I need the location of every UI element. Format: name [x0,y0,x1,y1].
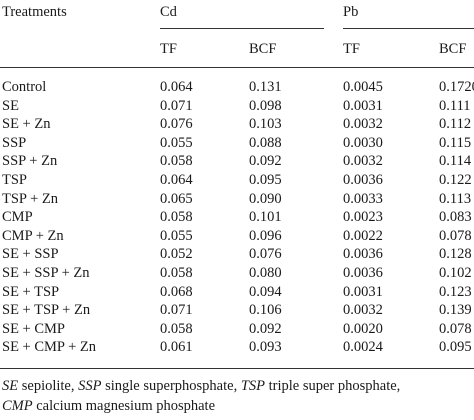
cell-treatment: SSP + Zn [2,153,58,170]
cell-cd-tf: 0.064 [160,79,193,95]
header-treatments: Treatments [2,4,67,20]
cell-treatment: SE + CMP + Zn [2,339,96,356]
footnote-line-2: CMP calcium magnesium phosphate [2,396,474,416]
cell-pb-tf: 0.0022 [343,227,383,244]
cell-cd-bcf: 0.080 [249,265,282,281]
cell-pb-tf: 0.0031 [343,283,383,300]
footnote: SE sepiolite, SSP single superphosphate,… [2,376,474,416]
cell-cd-bcf: 0.095 [249,172,282,188]
footnote-definition: single superphosphate, [101,378,241,394]
cell-cd-bcf: 0.096 [249,227,282,244]
cell-cd-tf: 0.061 [160,339,193,356]
cell-cd-tf: 0.058 [160,209,193,226]
cell-cd-bcf: 0.098 [249,97,282,114]
cell-treatment: TSP [2,172,27,188]
group-rule-pb [343,28,474,29]
footnote-abbreviation: SSP [78,378,102,394]
cell-pb-bcf: 0.1720 [439,79,474,95]
cell-pb-tf: 0.0036 [343,265,383,281]
cell-cd-tf: 0.055 [160,227,193,244]
cell-cd-tf: 0.058 [160,265,193,281]
header-group-cd: Cd [160,4,177,20]
cell-pb-bcf: 0.112 [439,116,472,133]
cell-cd-tf: 0.055 [160,134,193,151]
cell-pb-tf: 0.0032 [343,153,383,170]
cell-treatment: SE + Zn [2,116,51,133]
cell-pb-bcf: 0.102 [439,265,472,281]
cell-pb-bcf: 0.128 [439,246,472,263]
cell-treatment: SE + SSP + Zn [2,265,90,281]
cell-pb-tf: 0.0023 [343,209,383,226]
cell-pb-tf: 0.0020 [343,320,383,337]
cell-treatment: TSP + Zn [2,190,58,207]
cell-cd-tf: 0.065 [160,190,193,207]
cell-cd-bcf: 0.106 [249,302,282,319]
header-cd-tf: TF [160,41,177,57]
cell-cd-tf: 0.052 [160,246,193,263]
cell-cd-tf: 0.071 [160,97,193,114]
cell-pb-tf: 0.0045 [343,79,383,95]
cell-pb-bcf: 0.139 [439,302,472,319]
cell-treatment: CMP + Zn [2,227,64,244]
footnote-definition: triple super phosphate, [265,378,401,394]
cell-cd-tf: 0.058 [160,320,193,337]
footnote-abbreviation: SE [2,378,19,394]
cell-treatment: SSP [2,134,27,151]
cell-cd-bcf: 0.090 [249,190,282,207]
cell-pb-bcf: 0.114 [439,153,472,170]
cell-cd-bcf: 0.101 [249,209,282,226]
cell-cd-tf: 0.076 [160,116,193,133]
cell-pb-bcf: 0.078 [439,227,472,244]
footnote-abbreviation: TSP [240,378,265,394]
cell-pb-bcf: 0.078 [439,320,472,337]
header-group-pb: Pb [343,4,359,20]
cell-pb-tf: 0.0033 [343,190,383,207]
cell-cd-bcf: 0.131 [249,79,282,95]
header-pb-bcf: BCF [439,41,467,57]
cell-pb-tf: 0.0030 [343,134,383,151]
cell-pb-tf: 0.0036 [343,246,383,263]
cell-pb-tf: 0.0031 [343,97,383,114]
bottom-rule [0,368,474,369]
cell-pb-bcf: 0.113 [439,190,472,207]
cell-treatment: SE + SSP [2,246,59,263]
cell-cd-bcf: 0.092 [249,153,282,170]
cell-treatment: SE + TSP [2,283,60,300]
cell-cd-tf: 0.058 [160,153,193,170]
cell-cd-bcf: 0.088 [249,134,282,151]
cell-cd-tf: 0.071 [160,302,193,319]
footnote-line-1: SE sepiolite, SSP single superphosphate,… [2,376,474,396]
cell-cd-bcf: 0.103 [249,116,282,133]
footnote-definition: calcium magnesium phosphate [32,398,216,414]
cell-treatment: SE [2,97,19,114]
cell-treatment: SE + CMP [2,320,65,337]
cell-cd-bcf: 0.093 [249,339,282,356]
footnote-abbreviation: CMP [2,398,33,414]
cell-pb-bcf: 0.083 [439,209,472,226]
cell-cd-bcf: 0.076 [249,246,282,263]
cell-cd-tf: 0.068 [160,283,193,300]
cell-pb-bcf: 0.111 [439,97,471,114]
cell-cd-tf: 0.064 [160,172,193,188]
cell-pb-tf: 0.0024 [343,339,383,356]
cell-pb-tf: 0.0032 [343,302,383,319]
header-rule [0,67,474,68]
cell-pb-bcf: 0.115 [439,134,472,151]
footnote-definition: sepiolite, [18,378,79,394]
cell-pb-tf: 0.0036 [343,172,383,188]
header-pb-tf: TF [343,41,360,57]
group-rule-cd [160,28,324,29]
header-cd-bcf: BCF [249,41,277,57]
cell-treatment: CMP [2,209,33,226]
cell-cd-bcf: 0.094 [249,283,282,300]
cell-pb-bcf: 0.122 [439,172,472,188]
cell-pb-bcf: 0.123 [439,283,472,300]
cell-cd-bcf: 0.092 [249,320,282,337]
cell-pb-bcf: 0.095 [439,339,472,356]
cell-treatment: Control [2,79,47,95]
cell-treatment: SE + TSP + Zn [2,302,91,319]
cell-pb-tf: 0.0032 [343,116,383,133]
